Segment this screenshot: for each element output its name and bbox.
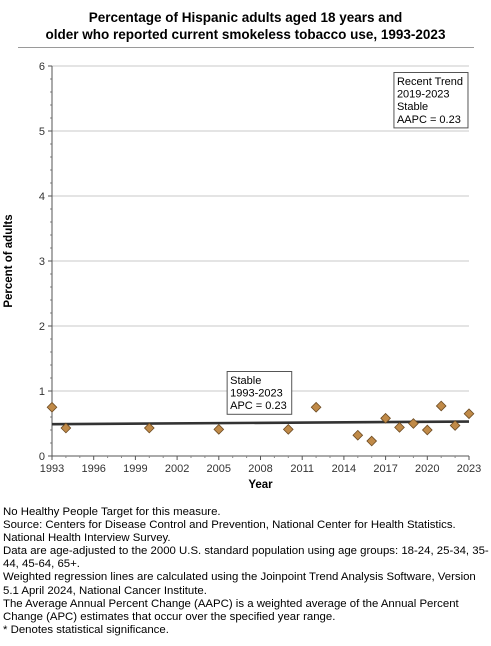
annotation-line: Stable xyxy=(397,101,428,113)
data-point xyxy=(435,400,447,412)
x-tick-label: 1999 xyxy=(123,463,147,475)
data-point xyxy=(408,418,419,429)
x-tick-label: 2017 xyxy=(373,463,397,475)
x-tick-label: 2002 xyxy=(165,463,189,475)
y-tick-label: 3 xyxy=(39,256,45,268)
data-point xyxy=(352,429,364,441)
data-point xyxy=(282,423,294,435)
x-tick-label: 2023 xyxy=(457,463,481,475)
y-axis-title: Percent of adults xyxy=(3,214,15,307)
data-point xyxy=(46,401,58,413)
y-tick-label: 4 xyxy=(39,191,45,203)
y-tick-label: 1 xyxy=(39,386,45,398)
title-divider xyxy=(18,47,474,48)
trend-line xyxy=(51,420,470,426)
annotation-line: AAPC = 0.23 xyxy=(397,114,461,126)
x-tick-label: 2014 xyxy=(332,463,356,475)
data-points xyxy=(46,400,475,447)
x-tick-label: 1993 xyxy=(40,463,64,475)
x-tick-label: 2020 xyxy=(415,463,439,475)
x-tick-label: 1996 xyxy=(81,463,105,475)
axes: 0 1 2 3 4 5 6 1993 1996 1999 2002 2005 2008 2011 2014 2… xyxy=(3,61,481,491)
annotation-frame xyxy=(226,371,293,415)
annotation-line: 1993-2023 xyxy=(230,388,283,400)
footnote-source: Source: Centers for Disease Control and … xyxy=(3,519,456,545)
data-point xyxy=(449,420,461,431)
data-point xyxy=(463,408,475,420)
footnote-age-adjustment: Data are age-adjusted to the 2000 U.S. s… xyxy=(3,545,489,571)
y-tick-label: 5 xyxy=(39,126,45,138)
x-tick-label: 2005 xyxy=(207,463,231,475)
annotation-line: Recent Trend xyxy=(397,76,463,88)
annotation-line: 2019-2023 xyxy=(397,89,450,101)
data-point xyxy=(60,422,72,434)
trend-line-group xyxy=(51,420,470,426)
footnote-target: No Healthy People Target for this measur… xyxy=(3,506,221,518)
chart-title-line-1: Percentage of Hispanic adults aged 18 ye… xyxy=(88,10,403,25)
x-axis-title: Year xyxy=(248,479,273,491)
data-point xyxy=(380,412,391,424)
data-point xyxy=(366,435,378,447)
chart-canvas: 0 1 2 3 4 5 6 1993 1996 1999 2002 2005 2008 2011 2014 2… xyxy=(3,61,481,491)
annotation-frame xyxy=(393,72,469,129)
y-tick-label: 2 xyxy=(39,321,45,333)
data-point xyxy=(143,422,155,434)
chart-title-line-2: older who reported current smokeless tob… xyxy=(45,27,446,42)
annotation-line: Stable xyxy=(230,375,261,387)
x-tick-label: 2008 xyxy=(248,463,272,475)
footnote-aapc: The Average Annual Percent Change (AAPC)… xyxy=(3,597,459,623)
data-point xyxy=(421,424,433,436)
y-tick-label: 0 xyxy=(39,451,45,463)
data-point xyxy=(310,401,322,413)
footnote-significance: * Denotes statistical significance. xyxy=(3,623,169,636)
data-point xyxy=(213,423,225,435)
data-point xyxy=(394,422,405,433)
chart-title: Percentage of Hispanic adults aged 18 ye… xyxy=(0,9,491,43)
x-tick-label: 2011 xyxy=(290,463,314,475)
footnote-regression: Weighted regression lines are calculated… xyxy=(3,571,476,597)
footnotes: No Healthy People Target for this measur… xyxy=(3,506,489,637)
annotation-line: APC = 0.23 xyxy=(230,400,287,412)
y-tick-label: 6 xyxy=(39,61,45,73)
